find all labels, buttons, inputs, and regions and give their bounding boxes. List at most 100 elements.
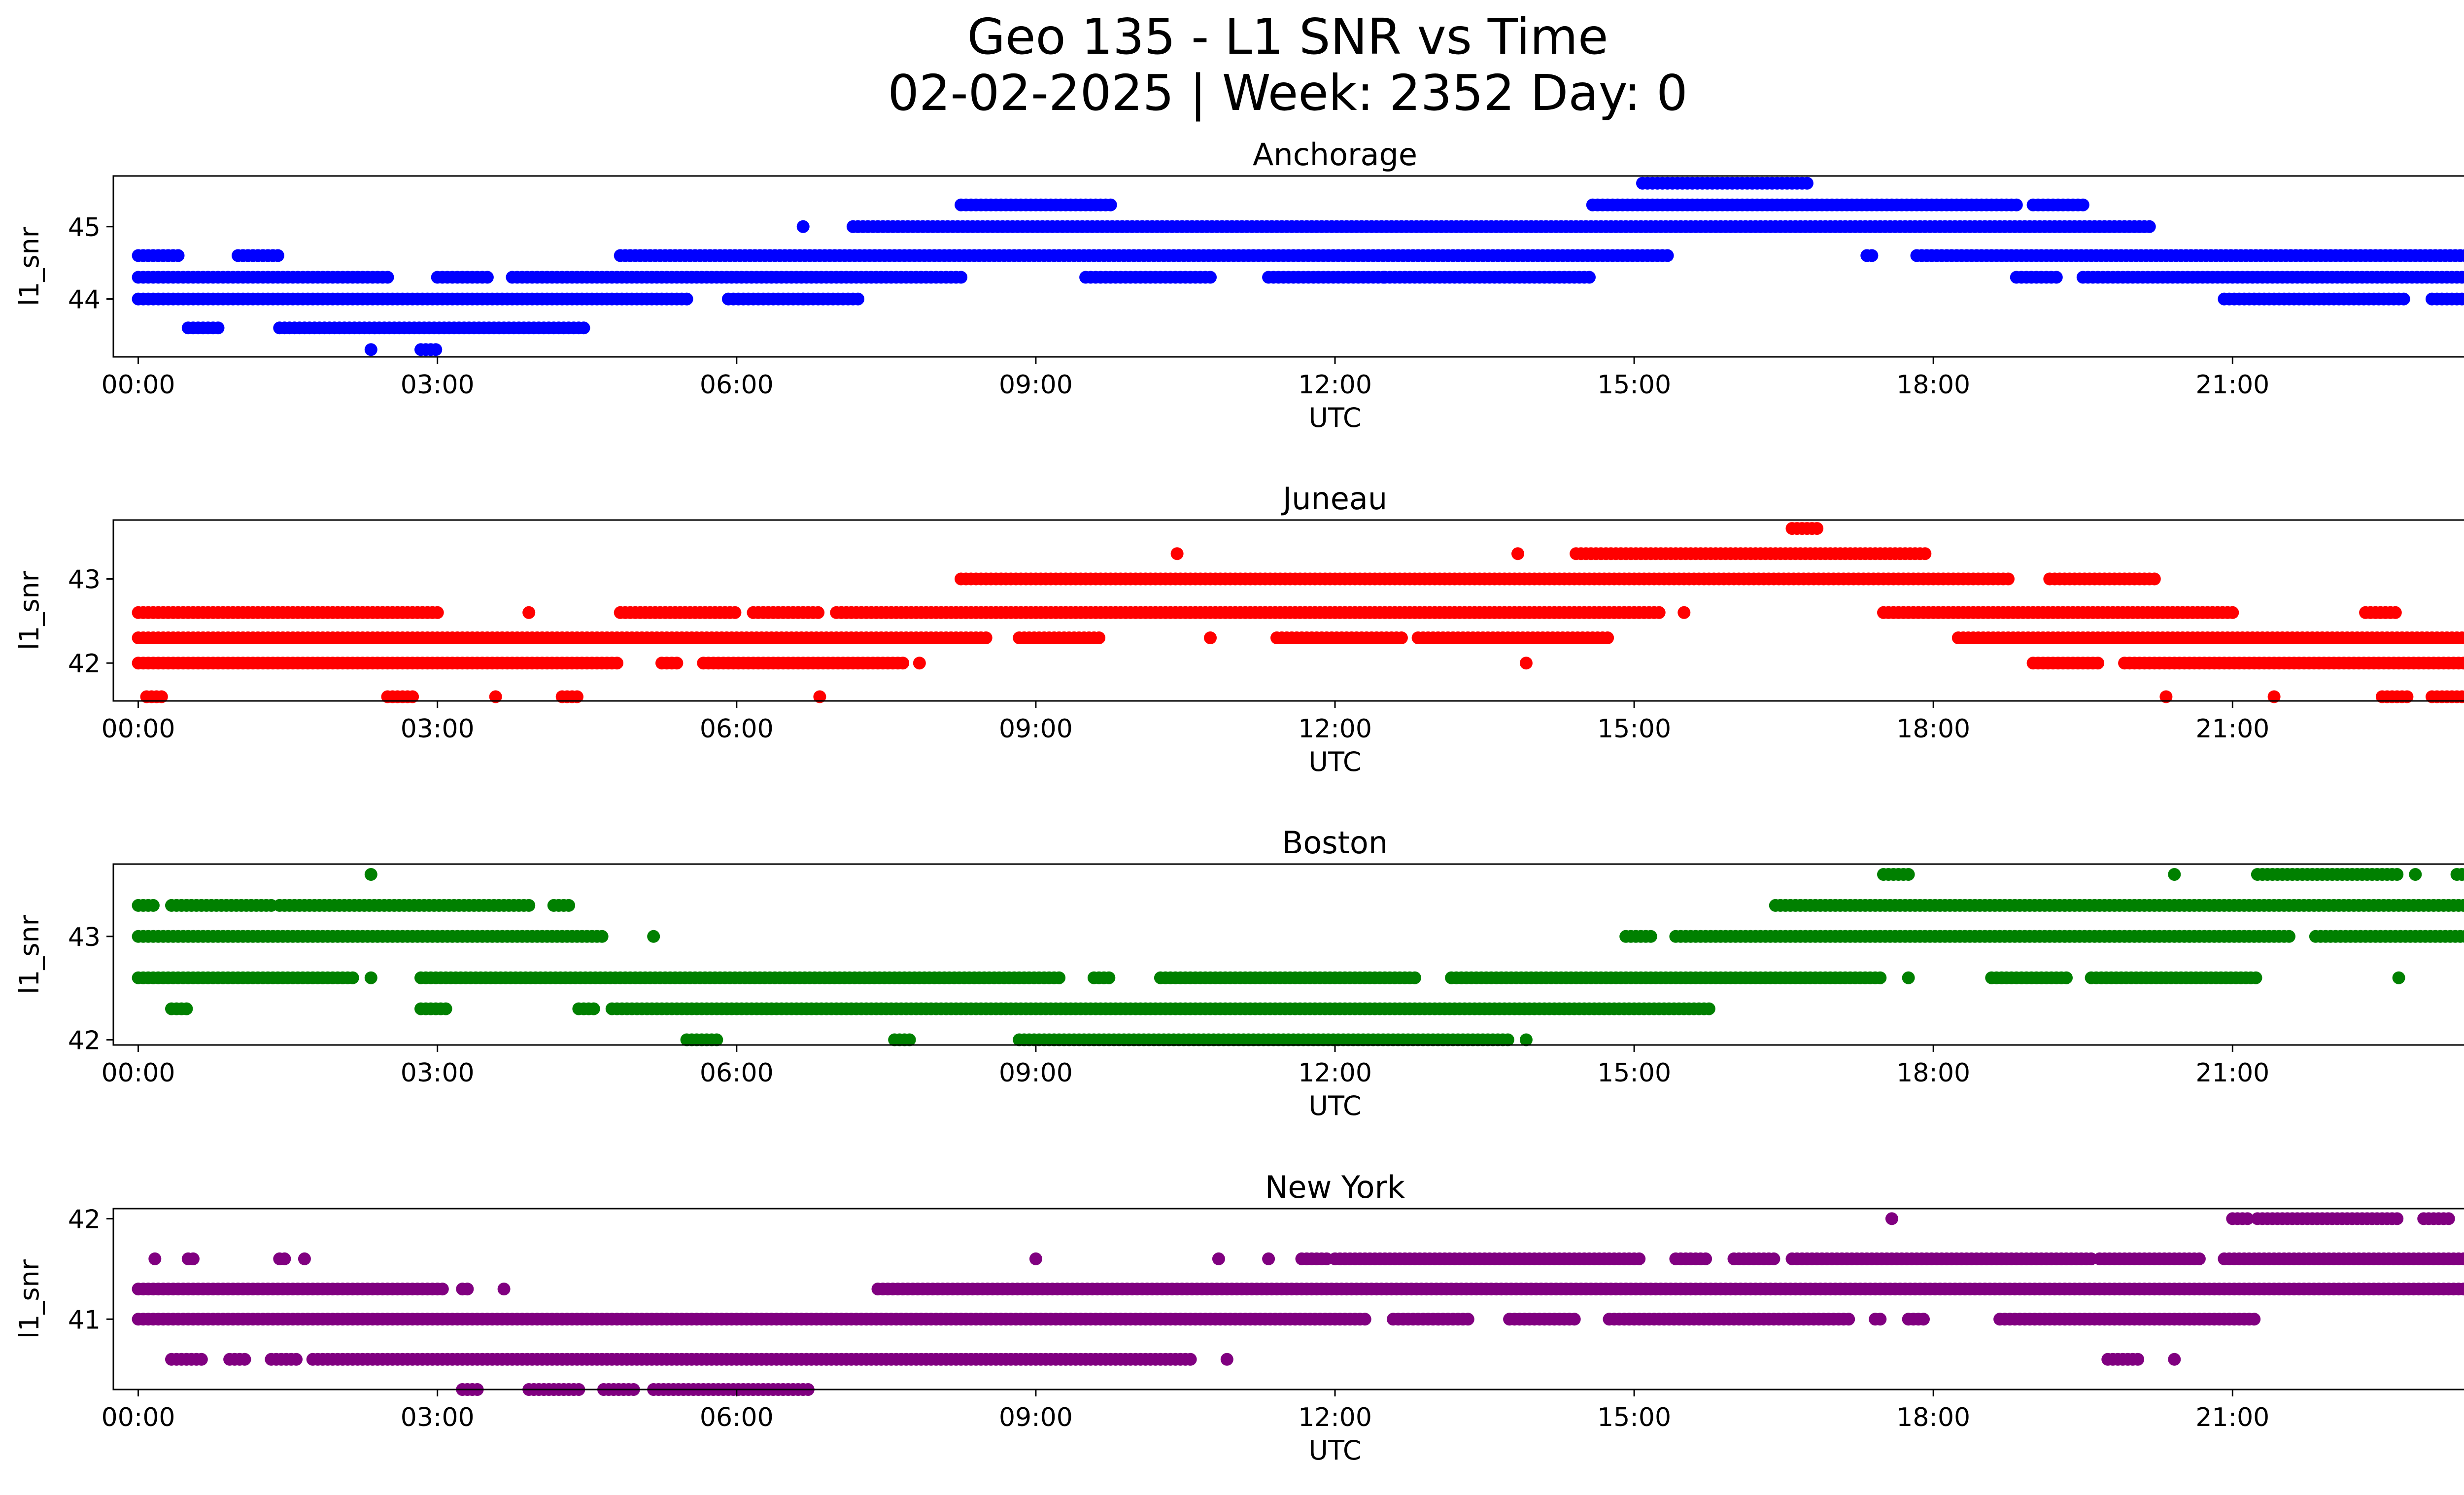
x-tick-label: 21:00 bbox=[2195, 1058, 2269, 1088]
data-point bbox=[1644, 930, 1657, 943]
data-point bbox=[1902, 971, 1915, 984]
data-point bbox=[364, 343, 377, 356]
x-tick-label: 09:00 bbox=[999, 370, 1073, 400]
data-point bbox=[2459, 249, 2464, 262]
data-point bbox=[429, 343, 443, 356]
data-point bbox=[1633, 1252, 1646, 1265]
data-point bbox=[2050, 271, 2063, 284]
data-point bbox=[2460, 271, 2464, 283]
data-point bbox=[2249, 971, 2262, 984]
data-point bbox=[180, 1002, 193, 1015]
data-point bbox=[1408, 971, 1421, 984]
x-tick-label: 06:00 bbox=[700, 714, 774, 744]
data-point bbox=[1800, 176, 1814, 190]
plot-frame bbox=[112, 863, 2464, 1046]
data-point bbox=[431, 606, 444, 619]
data-point bbox=[680, 292, 693, 306]
data-point bbox=[2392, 971, 2405, 984]
x-tick-label: 15:00 bbox=[1597, 370, 1671, 400]
figure-title-line-2: 02-02-2025 | Week: 2352 Day: 0 bbox=[888, 64, 1688, 122]
data-point bbox=[461, 1283, 474, 1296]
x-tick-label: 18:00 bbox=[1896, 370, 1970, 400]
data-point bbox=[1652, 606, 1666, 619]
data-point bbox=[2391, 868, 2404, 881]
data-point bbox=[1358, 1313, 1371, 1326]
data-point bbox=[2076, 198, 2089, 211]
data-points bbox=[132, 176, 2464, 356]
data-point bbox=[2060, 971, 2073, 984]
data-point bbox=[955, 271, 968, 284]
x-axis-label: UTC bbox=[1308, 1090, 1361, 1121]
data-point bbox=[1053, 971, 1066, 984]
data-point bbox=[1170, 547, 1184, 560]
x-tick-label: 21:00 bbox=[2195, 714, 2269, 744]
data-point bbox=[1811, 522, 1824, 535]
x-tick-label: 15:00 bbox=[1597, 714, 1671, 744]
data-point bbox=[1212, 1252, 1225, 1265]
data-point bbox=[2391, 1212, 2404, 1225]
data-point bbox=[2192, 1252, 2206, 1265]
data-point bbox=[979, 631, 992, 644]
data-point bbox=[2409, 868, 2422, 881]
y-tick-label: 42 bbox=[68, 649, 101, 679]
data-point bbox=[812, 606, 825, 619]
data-point bbox=[1661, 249, 1674, 262]
data-point bbox=[595, 930, 609, 943]
figure-title: Geo 135 - L1 SNR vs Time 02-02-2025 | We… bbox=[0, 9, 2464, 121]
x-tick-label: 03:00 bbox=[401, 370, 475, 400]
data-point bbox=[1104, 198, 1117, 211]
data-point bbox=[522, 606, 536, 619]
data-point bbox=[148, 1252, 162, 1265]
data-point bbox=[1601, 631, 1614, 644]
y-axis-label: l1_snr bbox=[14, 914, 45, 994]
data-point bbox=[1677, 606, 1691, 619]
data-point bbox=[2389, 606, 2402, 619]
data-point bbox=[611, 657, 623, 670]
data-point bbox=[2460, 293, 2464, 305]
data-point bbox=[2226, 606, 2239, 619]
data-point bbox=[186, 1252, 200, 1265]
subplot-title: Anchorage bbox=[1253, 137, 1417, 173]
data-point bbox=[346, 971, 359, 984]
data-point bbox=[1204, 271, 1217, 284]
y-tick-label: 43 bbox=[68, 923, 101, 952]
data-point bbox=[1902, 868, 1915, 881]
data-point bbox=[364, 971, 377, 984]
subplot-title: New York bbox=[1265, 1169, 1405, 1205]
data-point bbox=[436, 1283, 449, 1296]
data-point bbox=[278, 1252, 291, 1265]
data-point bbox=[852, 292, 864, 306]
data-point bbox=[577, 321, 590, 335]
data-point bbox=[1204, 631, 1217, 644]
data-point bbox=[2143, 220, 2156, 233]
data-point bbox=[171, 249, 185, 262]
data-point bbox=[670, 657, 684, 670]
x-tick-label: 03:00 bbox=[401, 714, 475, 744]
data-point bbox=[1885, 1212, 1898, 1225]
data-point bbox=[2010, 198, 2023, 211]
data-point bbox=[2148, 572, 2161, 586]
data-point bbox=[587, 1002, 600, 1015]
data-point bbox=[364, 868, 377, 881]
data-point bbox=[1583, 271, 1596, 284]
x-tick-label: 09:00 bbox=[999, 1058, 1073, 1088]
data-point bbox=[647, 930, 660, 943]
data-point bbox=[298, 1252, 311, 1265]
data-point bbox=[1093, 631, 1106, 644]
x-tick-label: 18:00 bbox=[1896, 714, 1970, 744]
data-point bbox=[1699, 1252, 1712, 1265]
x-axis-label: UTC bbox=[1308, 746, 1361, 777]
data-point bbox=[562, 899, 576, 912]
data-point bbox=[1865, 249, 1879, 262]
x-tick-label: 18:00 bbox=[1896, 1058, 1970, 1088]
x-tick-label: 00:00 bbox=[102, 714, 175, 744]
data-points bbox=[132, 868, 2464, 1046]
data-point bbox=[381, 271, 394, 284]
x-axis-label: UTC bbox=[1308, 402, 1361, 433]
data-point bbox=[796, 220, 810, 233]
data-point bbox=[1519, 657, 1533, 670]
x-tick-label: 12:00 bbox=[1298, 1058, 1372, 1088]
y-tick-label: 45 bbox=[68, 213, 101, 243]
